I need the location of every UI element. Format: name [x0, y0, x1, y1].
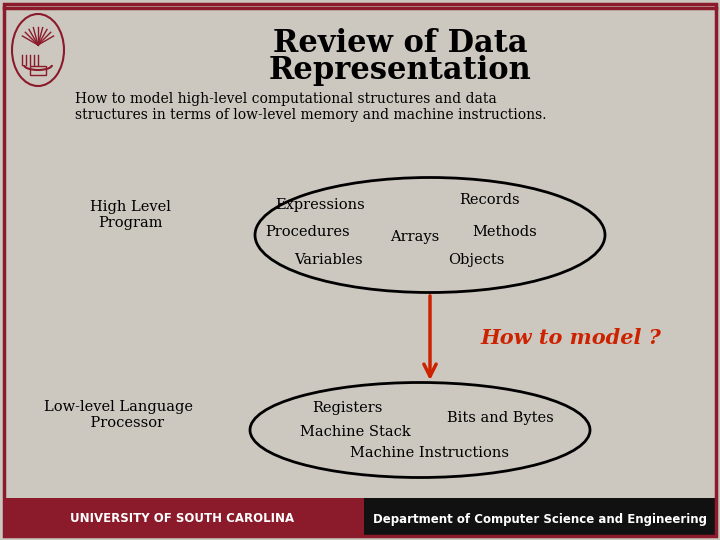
Text: Objects: Objects	[448, 253, 504, 267]
Text: High Level
Program: High Level Program	[89, 200, 171, 230]
Text: How to model ?: How to model ?	[480, 328, 661, 348]
Bar	[4, 498, 364, 536]
Bar	[364, 498, 716, 536]
Text: Machine Instructions: Machine Instructions	[351, 446, 510, 460]
Text: Review of Data: Review of Data	[273, 28, 527, 59]
FancyBboxPatch shape	[8, 8, 68, 83]
Text: Low-level Language
    Processor: Low-level Language Processor	[43, 400, 192, 430]
Text: Arrays: Arrays	[390, 230, 440, 244]
Text: Records: Records	[459, 193, 521, 207]
Text: Variables: Variables	[294, 253, 362, 267]
Text: Machine Stack: Machine Stack	[300, 425, 410, 439]
Text: How to model high-level computational structures and data: How to model high-level computational st…	[75, 92, 497, 106]
Text: Bits and Bytes: Bits and Bytes	[446, 411, 554, 425]
Text: Expressions: Expressions	[275, 198, 365, 212]
Text: Methods: Methods	[472, 225, 537, 239]
Text: structures in terms of low-level memory and machine instructions.: structures in terms of low-level memory …	[75, 108, 546, 122]
Text: Registers: Registers	[312, 401, 382, 415]
Text: Representation: Representation	[269, 55, 531, 86]
Text: UNIVERSITY OF SOUTH CAROLINA: UNIVERSITY OF SOUTH CAROLINA	[70, 512, 294, 525]
Text: Department of Computer Science and Engineering: Department of Computer Science and Engin…	[373, 512, 707, 525]
Text: Procedures: Procedures	[266, 225, 351, 239]
